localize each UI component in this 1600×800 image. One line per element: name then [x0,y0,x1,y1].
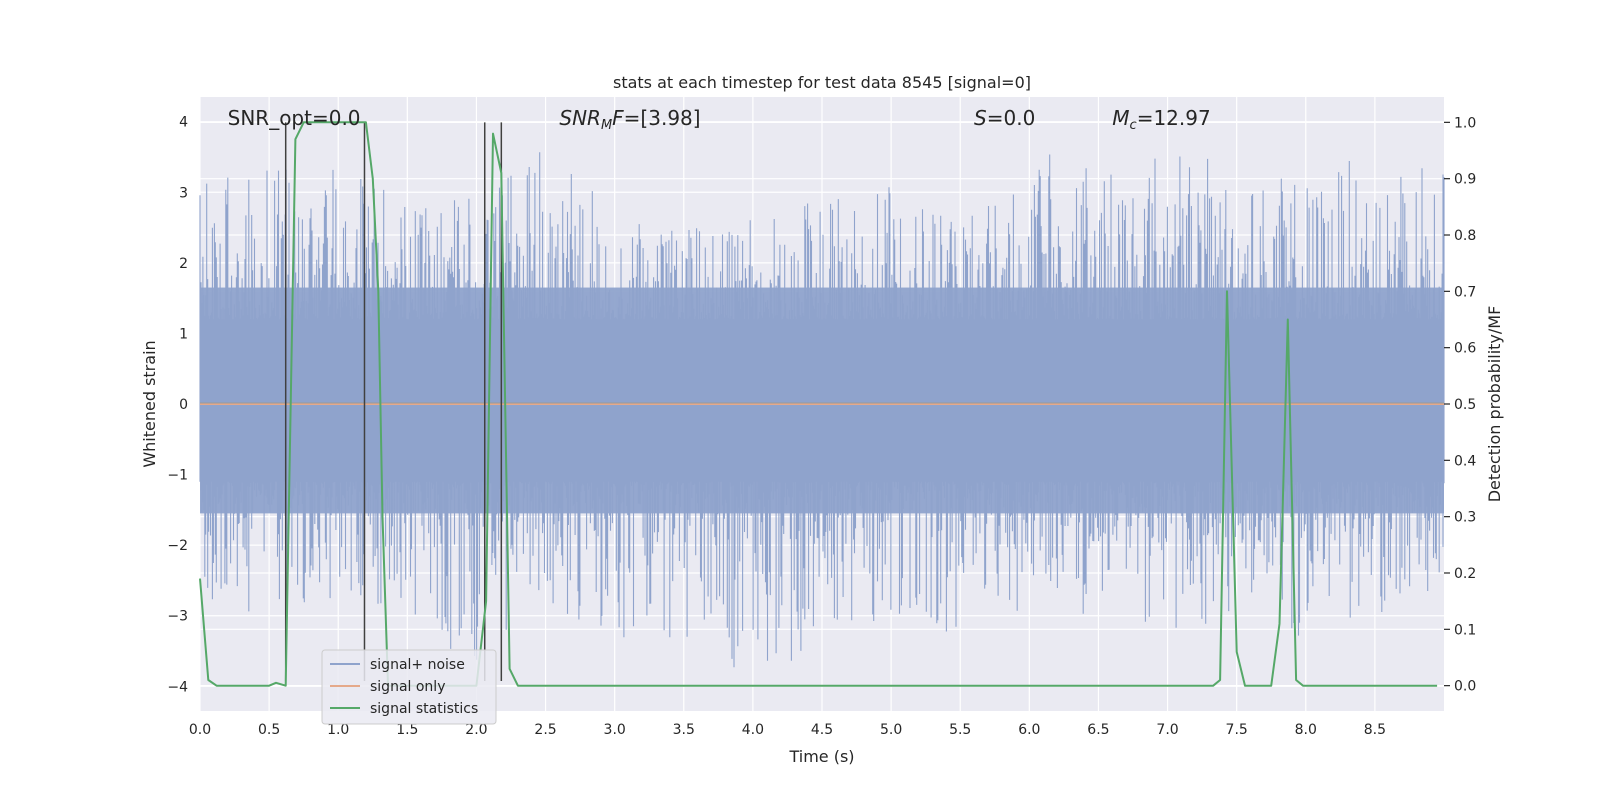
y-tick-label: −2 [167,538,188,554]
y2-tick-label: 0.9 [1454,172,1476,188]
y-tick-label: −1 [167,468,188,484]
legend-label: signal statistics [370,701,478,717]
x-tick-label: 3.0 [604,722,626,738]
y2-tick-label: 0.6 [1454,341,1476,357]
x-tick-label: 1.0 [327,722,349,738]
x-tick-label: 1.5 [396,722,418,738]
signal-statistics-series [199,121,1438,687]
y-tick-label: −3 [167,609,188,625]
y-tick-label: 4 [179,115,188,131]
y2-tick-label: 0.1 [1454,622,1476,638]
x-tick-label: 3.5 [673,722,695,738]
noise-trace [199,152,1445,668]
y-tick-label: 0 [179,397,188,413]
x-tick-label: 4.5 [811,722,833,738]
y2-axis-ticks: 0.0 0.1 0.2 0.3 0.4 0.5 0.6 0.7 0.8 0.9 1.0 [1444,115,1476,695]
noise-series [199,152,1445,668]
y2-axis-label: Detection probability/MF [1485,306,1504,503]
y2-tick-label: 0.5 [1454,397,1476,413]
y2-tick-label: 0.0 [1454,679,1476,695]
x-tick-label: 5.5 [949,722,971,738]
x-tick-label: 2.5 [534,722,556,738]
annotation-mc-value: Mc=12.97 [1112,106,1210,133]
y2-tick-label: 0.2 [1454,566,1476,582]
y-tick-label: −4 [167,679,188,695]
annotations: SNR_opt=0.0 SNRMF=[3.98] S=0.0 Mc=12.97 [228,106,1211,133]
y2-tick-label: 0.3 [1454,510,1476,526]
x-axis-ticks: 0.0 0.5 1.0 1.5 2.0 2.5 3.0 3.5 4.0 4.5 5.0 5.5 6.0 6… [189,722,1386,738]
y2-tick-label: 0.8 [1454,228,1476,244]
x-tick-label: 0.5 [258,722,280,738]
y-axis-label: Whitened strain [140,340,159,467]
legend: signal+ noise signal only signal statistic… [321,649,497,725]
legend-label: signal only [370,679,445,695]
x-tick-label: 7.0 [1156,722,1178,738]
legend-box [321,649,497,725]
vertical-markers [284,122,503,681]
y2-tick-label: 1.0 [1454,115,1476,131]
x-tick-label: 8.5 [1364,722,1386,738]
x-tick-label: 4.0 [742,722,764,738]
signal-only-series [200,402,1444,405]
y2-tick-label: 0.4 [1454,453,1476,469]
x-tick-label: 7.5 [1226,722,1248,738]
x-tick-label: 2.0 [465,722,487,738]
legend-label: signal+ noise [370,657,465,673]
x-tick-label: 6.0 [1018,722,1040,738]
x-tick-label: 0.0 [189,722,211,738]
y2-tick-label: 0.7 [1454,284,1476,300]
x-axis-label: Time (s) [788,747,854,766]
annotation-s-value: S=0.0 [974,106,1035,130]
chart-title: stats at each timestep for test data 854… [613,73,1031,92]
signal-statistics-line [199,121,1438,687]
y-tick-label: 2 [179,256,188,272]
x-tick-label: 5.0 [880,722,902,738]
annotation-snr-mf: SNRMF=[3.98] [559,106,700,133]
x-tick-label: 6.5 [1087,722,1109,738]
annotation-snr-opt: SNR_opt=0.0 [228,106,361,130]
y-axis-ticks: −4 −3 −2 −1 0 1 2 3 4 [167,115,188,696]
y-tick-label: 3 [179,185,188,201]
x-tick-label: 8.0 [1295,722,1317,738]
y-tick-label: 1 [179,326,188,342]
